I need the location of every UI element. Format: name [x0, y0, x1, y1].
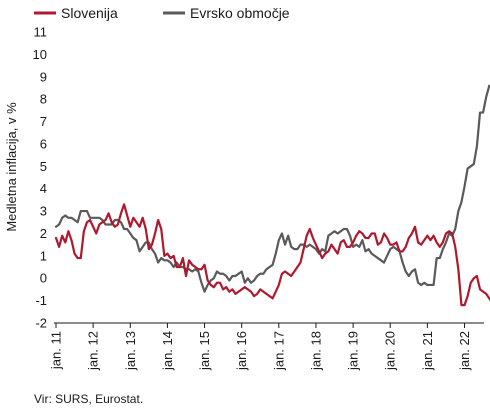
y-tick-label: 6 — [40, 136, 47, 151]
x-tick-label: jan. 12 — [86, 331, 101, 371]
x-tick-label: jan. 17 — [271, 331, 286, 371]
y-tick-label: -1 — [35, 293, 47, 308]
x-tick-label: jan. 19 — [346, 331, 361, 371]
x-tick-label: jan. 21 — [420, 331, 435, 371]
legend-label-evrsko-obmocje: Evrsko območje — [190, 5, 290, 21]
x-axis-ticks: jan. 11 jan. 12 jan. 13 jan. 14 jan. 15 jan. … — [49, 323, 472, 371]
x-tick-label: jan. 13 — [123, 331, 138, 371]
x-tick-label: jan. 11 — [49, 331, 64, 370]
y-tick-label: 9 — [40, 69, 47, 84]
y-tick-label: 11 — [34, 25, 48, 40]
series-line-slovenija — [54, 203, 490, 307]
y-tick-label: 1 — [40, 248, 47, 263]
y-tick-label: 0 — [40, 271, 47, 286]
x-tick-label: jan. 18 — [308, 331, 323, 371]
x-tick-label: jan. 22 — [457, 331, 472, 371]
y-axis-ticks: -2 -1 0 1 2 3 4 5 6 7 8 9 10 11 — [33, 25, 47, 331]
series-lines — [54, 84, 490, 307]
y-tick-label: 8 — [40, 92, 47, 107]
y-tick-label: -2 — [35, 316, 47, 331]
y-tick-label: 2 — [40, 226, 47, 241]
series-line-evrsko-obmocje — [54, 84, 490, 293]
y-tick-label: 3 — [40, 204, 47, 219]
x-tick-label: jan. 15 — [197, 331, 212, 371]
y-tick-label: 7 — [40, 114, 47, 129]
legend: Slovenija Evrsko območje — [34, 5, 290, 21]
x-tick-label: jan. 20 — [383, 331, 398, 371]
x-tick-label: jan. 14 — [160, 331, 175, 371]
y-tick-label: 5 — [40, 159, 47, 174]
source-note: Vir: SURS, Eurostat. — [34, 392, 143, 406]
y-tick-label: 4 — [40, 181, 47, 196]
x-tick-label: jan. 16 — [234, 331, 249, 371]
y-axis-title: Medletna inflacija, v % — [4, 102, 19, 232]
legend-label-slovenija: Slovenija — [61, 5, 118, 21]
y-tick-label: 10 — [33, 47, 47, 62]
